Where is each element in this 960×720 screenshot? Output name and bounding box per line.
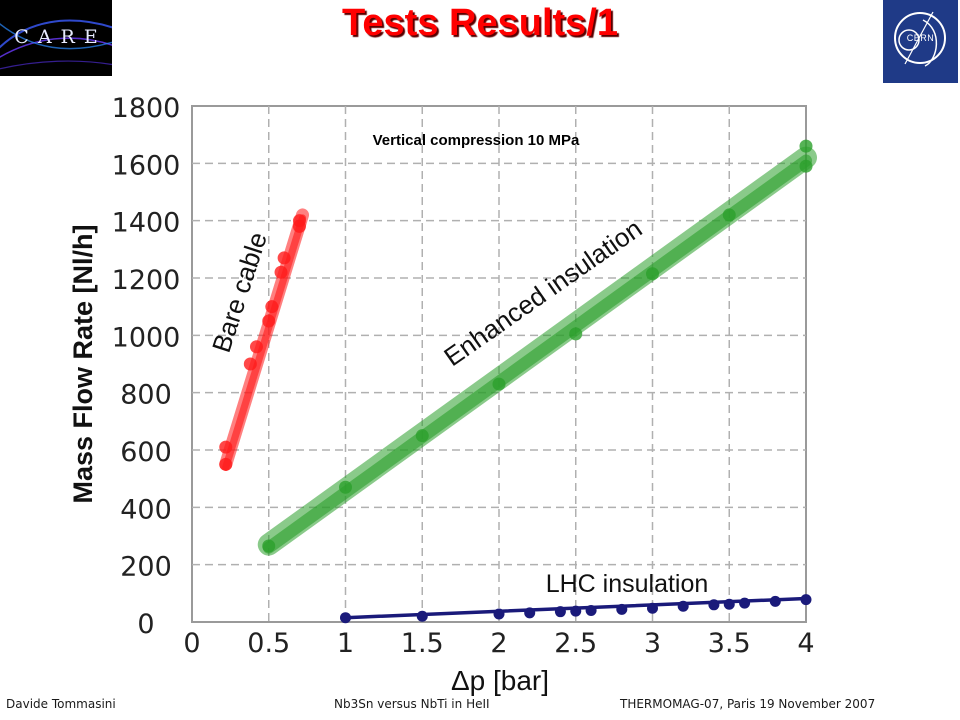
data-point [219,440,233,454]
data-point [339,480,352,494]
chart-title: Vertical compression 10 MPa [373,132,580,149]
y-tick-label: 1000 [112,322,181,353]
series-bare-cable [219,208,310,471]
x-tick-label: 4 [797,628,814,659]
data-point [249,340,263,354]
data-point [262,539,276,553]
fit-band-inner [262,154,813,554]
data-point [799,159,813,173]
data-point [769,595,781,607]
data-point [493,608,505,620]
x-tick-label: 2.5 [554,628,597,659]
y-tick-label: 0 [137,609,154,640]
footer-author: Davide Tommasini [6,697,116,711]
x-axis-label: Δp [bar] [451,665,549,696]
x-tick-label: 0.5 [247,628,290,659]
data-point [677,600,689,612]
data-point [800,594,812,606]
data-point [219,457,233,471]
data-point [340,612,351,624]
x-tick-label: 1 [337,628,354,659]
data-point [243,357,257,371]
data-point [554,606,566,618]
x-tick-label: 3 [644,628,661,659]
data-point [723,598,735,610]
y-tick-label: 1200 [112,265,181,296]
y-tick-label: 1600 [112,150,181,181]
care-logo-swirl [0,19,112,70]
data-point [647,602,658,614]
cern-logo: CERN [883,0,958,83]
y-tick-label: 1400 [112,208,181,239]
data-point [616,603,628,615]
data-point [569,327,583,341]
care-logo: CARE [0,0,112,76]
y-tick-label: 400 [120,494,172,525]
data-point [739,597,751,609]
care-logo-text: CARE [14,26,107,48]
data-point [570,605,582,617]
y-axis-label: Mass Flow Rate [Nl/h] [68,224,98,503]
data-point [799,139,813,153]
data-point [262,314,276,328]
data-point [524,607,536,619]
y-tick-label: 600 [120,437,172,468]
cern-logo-emblem [894,11,946,67]
x-tick-label: 3.5 [708,628,751,659]
x-tick-label: 1.5 [401,628,444,659]
x-tick-label: 2 [490,628,507,659]
footer-talk-title: Nb3Sn versus NbTi in HeII [334,697,490,711]
data-point [274,265,288,279]
data-point [722,208,736,222]
series-enhanced-insulation [257,139,817,556]
data-point [265,300,279,314]
data-point [585,605,597,617]
y-tick-label: 200 [120,552,172,583]
y-tick-label: 1800 [112,93,181,124]
label-lhc-insulation: LHC insulation [546,570,709,598]
data-point [292,214,306,228]
data-point [277,251,291,265]
data-point [492,377,506,391]
y-tick-label: 800 [120,380,172,411]
data-point [415,429,429,443]
data-point [708,599,720,611]
slide-title: Tests Results/1 [342,2,618,44]
footer-event: THERMOMAG-07, Paris 19 November 2007 [620,697,876,711]
cern-logo-text: CERN [906,33,935,43]
x-tick-label: 0 [183,628,200,659]
series-lhc-insulation [340,594,812,624]
data-point [416,610,428,622]
data-point [646,267,659,281]
